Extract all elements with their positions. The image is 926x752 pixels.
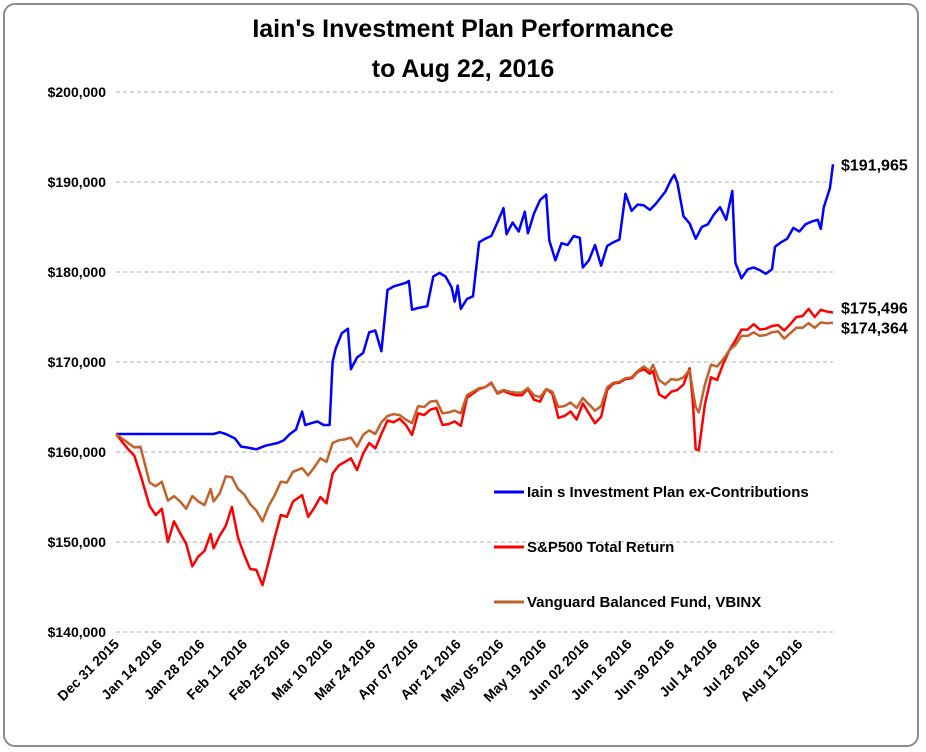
y-tick-label: $200,000 — [48, 84, 107, 100]
legend-label: Iain s Investment Plan ex-Contributions — [527, 484, 809, 501]
y-tick-label: $180,000 — [48, 264, 107, 280]
series-line — [116, 164, 835, 451]
end-value-label: $174,364 — [841, 321, 908, 338]
gridlines — [116, 91, 833, 633]
legend-label: S&P500 Total Return — [527, 539, 674, 556]
chart-title-line-2: to Aug 22, 2016 — [372, 55, 554, 83]
y-tick-label: $160,000 — [48, 444, 107, 460]
y-tick-label: $170,000 — [48, 354, 107, 370]
end-value-labels: $191,965 $175,496 $174,364 — [841, 157, 908, 337]
end-value-label: $191,965 — [841, 157, 908, 174]
series-line — [115, 321, 834, 523]
y-tick-label: $190,000 — [48, 174, 107, 190]
y-tick-label: $140,000 — [48, 624, 107, 640]
y-tick-label: $150,000 — [48, 534, 107, 550]
legend-label: Vanguard Balanced Fund, VBINX — [527, 594, 761, 611]
legend: Iain s Investment Plan ex-Contributions S… — [494, 484, 809, 611]
chart-frame — [3, 3, 919, 747]
series-line — [115, 307, 834, 587]
series-lines — [115, 164, 835, 587]
y-axis-ticks: $140,000 $150,000 $160,000 $170,000 $180,000… — [48, 84, 107, 640]
chart-title-line-1: Iain's Investment Plan Performance — [252, 15, 673, 43]
end-value-label: $175,496 — [841, 301, 908, 318]
